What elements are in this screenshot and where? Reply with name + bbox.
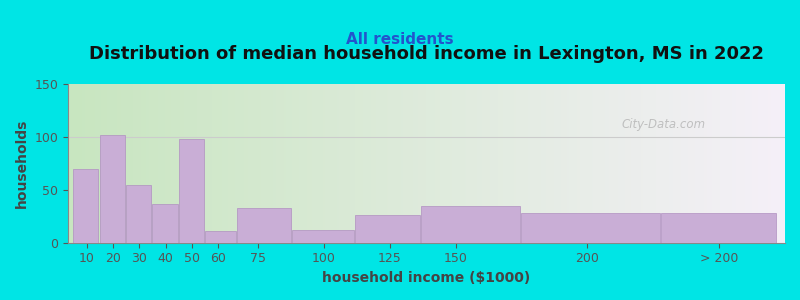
Bar (522, 213, 660, 243)
Bar (661, 213, 776, 243)
Text: All residents: All residents (346, 32, 454, 46)
Bar (153, 204, 178, 243)
Bar (205, 231, 235, 243)
Title: Distribution of median household income in Lexington, MS in 2022: Distribution of median household income … (89, 45, 764, 63)
Bar (237, 208, 291, 243)
X-axis label: household income ($1000): household income ($1000) (322, 271, 530, 285)
Bar (292, 230, 354, 243)
Bar (100, 135, 125, 243)
Bar (74, 169, 98, 243)
Bar (355, 215, 420, 243)
Bar (179, 139, 204, 243)
Y-axis label: households: households (15, 119, 29, 208)
Bar (422, 206, 520, 243)
Bar (126, 184, 151, 243)
Text: City-Data.com: City-Data.com (621, 118, 705, 131)
